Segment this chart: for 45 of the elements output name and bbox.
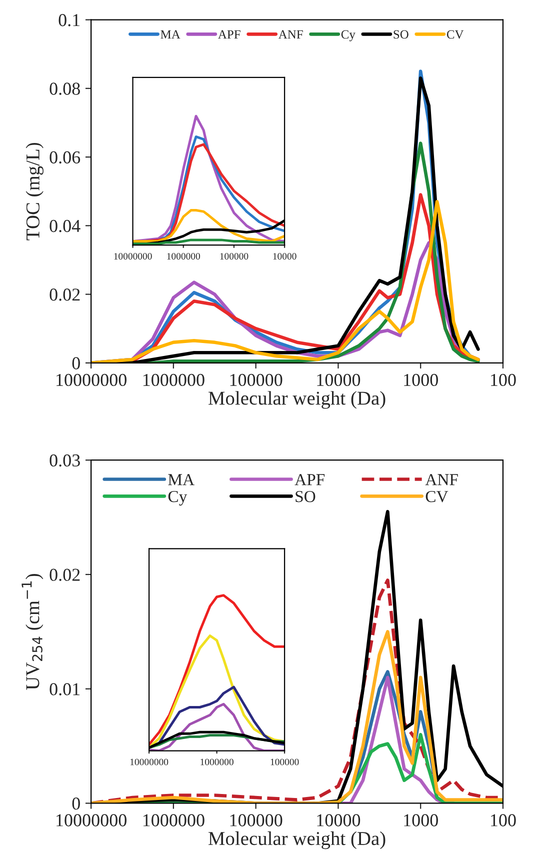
legend-label: APF [218, 30, 240, 39]
x-tick-label: 1000 [404, 374, 438, 386]
x-axis-title: Molecular weight (Da) [208, 831, 386, 850]
y-tick-label: 0.01 [50, 683, 80, 696]
x-tick-label: 10000 [273, 253, 296, 260]
legend-label: ANF [278, 30, 303, 39]
legend-label: MA [160, 30, 180, 39]
x-tick-label: 1000000 [167, 253, 200, 260]
x-tick-label: 10000000 [56, 814, 126, 826]
x-tick-label: 100000 [270, 758, 299, 766]
x-tick-label: 10000000 [130, 758, 168, 766]
x-tick-label: 10000 [317, 374, 360, 386]
y-tick-label: 0.06 [50, 151, 80, 164]
x-tick-label: 10000000 [56, 374, 126, 386]
x-tick-label: 100000 [220, 253, 248, 260]
legend-label: Cy [341, 30, 356, 42]
y-axis-title: TOC (mg/L) [26, 142, 44, 240]
x-tick-label: 100 [491, 374, 516, 386]
x-tick-label: 10000000 [114, 253, 152, 260]
x-tick-label: 10000 [317, 814, 360, 826]
legend-label: ANF [425, 474, 458, 486]
legend-label: CV [426, 490, 448, 502]
x-tick-label: 1000 [404, 814, 438, 826]
y-tick-label: 0.08 [50, 82, 80, 95]
legend-label: Cy [168, 490, 188, 506]
x-tick-label: 100 [491, 814, 516, 826]
y-tick-label: 0.02 [50, 288, 80, 301]
y-axis-title: UV$_{254}$ (cm$^{−1}$) [22, 574, 44, 690]
x-tick-label: 100000 [230, 374, 282, 386]
x-axis-title: Molecular weight (Da) [208, 391, 386, 409]
x-tick-label: 1000000 [200, 758, 234, 766]
legend-label: APF [294, 474, 325, 486]
y-tick-label: 0.02 [50, 568, 80, 581]
legend-label: CV [446, 30, 464, 39]
x-tick-label: 1000000 [143, 374, 204, 386]
y-tick-label: 0.04 [50, 220, 80, 232]
y-tick-label: 0.1 [58, 14, 80, 26]
x-tick-label: 1000000 [143, 814, 204, 826]
legend-label: MA [168, 474, 194, 486]
y-tick-label: 0 [72, 797, 80, 810]
legend-label: SO [296, 490, 316, 502]
y-tick-label: 0.03 [50, 454, 80, 467]
legend-label: SO [394, 30, 408, 39]
y-tick-label: 0 [72, 357, 80, 370]
x-tick-label: 100000 [230, 814, 282, 826]
